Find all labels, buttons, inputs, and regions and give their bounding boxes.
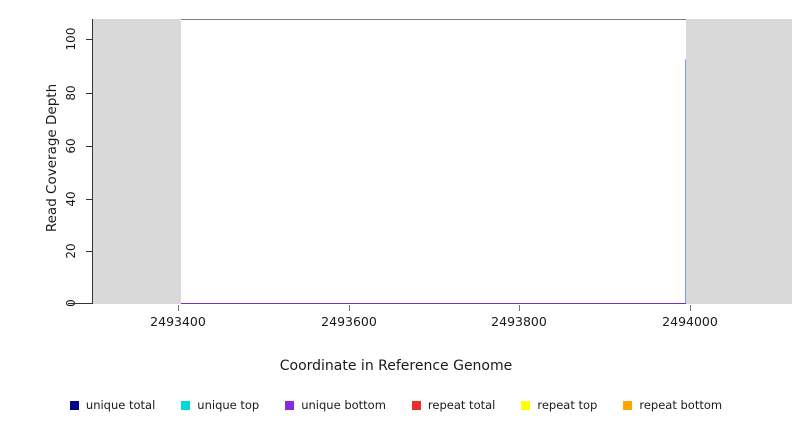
- x-tick-mark-2493400: [178, 305, 179, 311]
- x-tick-label-2493600: 2493600: [321, 314, 377, 329]
- square-swatch-icon: [411, 400, 421, 410]
- legend-label: repeat top: [537, 398, 598, 412]
- x-tick-label-2493800: 2493800: [491, 314, 547, 329]
- legend-item-unique-bottom[interactable]: unique bottom: [285, 398, 386, 412]
- legend-item-unique-top[interactable]: unique top: [181, 398, 259, 412]
- y-tick-label-80: 80: [64, 85, 78, 101]
- legend-item-repeat-top[interactable]: repeat top: [521, 398, 597, 412]
- square-swatch-icon: [285, 400, 295, 410]
- square-swatch-icon: [521, 400, 531, 410]
- legend-label: unique bottom: [301, 398, 386, 412]
- square-swatch-icon: [181, 400, 191, 410]
- y-tick-mark-20: [86, 251, 92, 252]
- y-tick-mark-80: [86, 93, 92, 94]
- legend-item-repeat-bottom[interactable]: repeat bottom: [623, 398, 722, 412]
- x-tick-mark-2494000: [690, 305, 691, 311]
- y-tick-mark-100: [86, 39, 92, 40]
- legend-label: repeat total: [427, 398, 496, 412]
- y-axis-line: [92, 19, 93, 304]
- plot-top-frame: [93, 19, 792, 20]
- y-tick-label-100: 100: [64, 27, 78, 51]
- chart-legend: unique total unique top unique bottom re…: [0, 398, 792, 412]
- series-unique-bottom: [93, 51, 740, 303]
- y-tick-mark-60: [86, 146, 92, 147]
- legend-label: repeat bottom: [639, 398, 723, 412]
- y-tick-label-60: 60: [64, 138, 78, 154]
- x-tick-label-2493400: 2493400: [150, 314, 206, 329]
- x-tick-label-2494000: 2494000: [662, 314, 718, 329]
- repeat-region-right: [686, 19, 792, 304]
- y-tick-label-40: 40: [64, 191, 78, 207]
- legend-label: unique top: [197, 398, 260, 412]
- square-swatch-icon: [69, 400, 79, 410]
- legend-item-unique-total[interactable]: unique total: [69, 398, 156, 412]
- square-swatch-icon: [623, 400, 633, 410]
- y-tick-label-20: 20: [64, 243, 78, 259]
- y-axis-title: Read Coverage Depth: [44, 83, 60, 233]
- x-axis-title: Coordinate in Reference Genome: [279, 358, 513, 374]
- x-tick-mark-2493600: [349, 305, 350, 311]
- x-tick-mark-2493800: [519, 305, 520, 311]
- legend-item-repeat-total[interactable]: repeat total: [411, 398, 496, 412]
- legend-label: unique total: [85, 398, 156, 412]
- y-tick-mark-40: [86, 199, 92, 200]
- repeat-region-left: [93, 19, 181, 304]
- plot-area: [93, 19, 792, 304]
